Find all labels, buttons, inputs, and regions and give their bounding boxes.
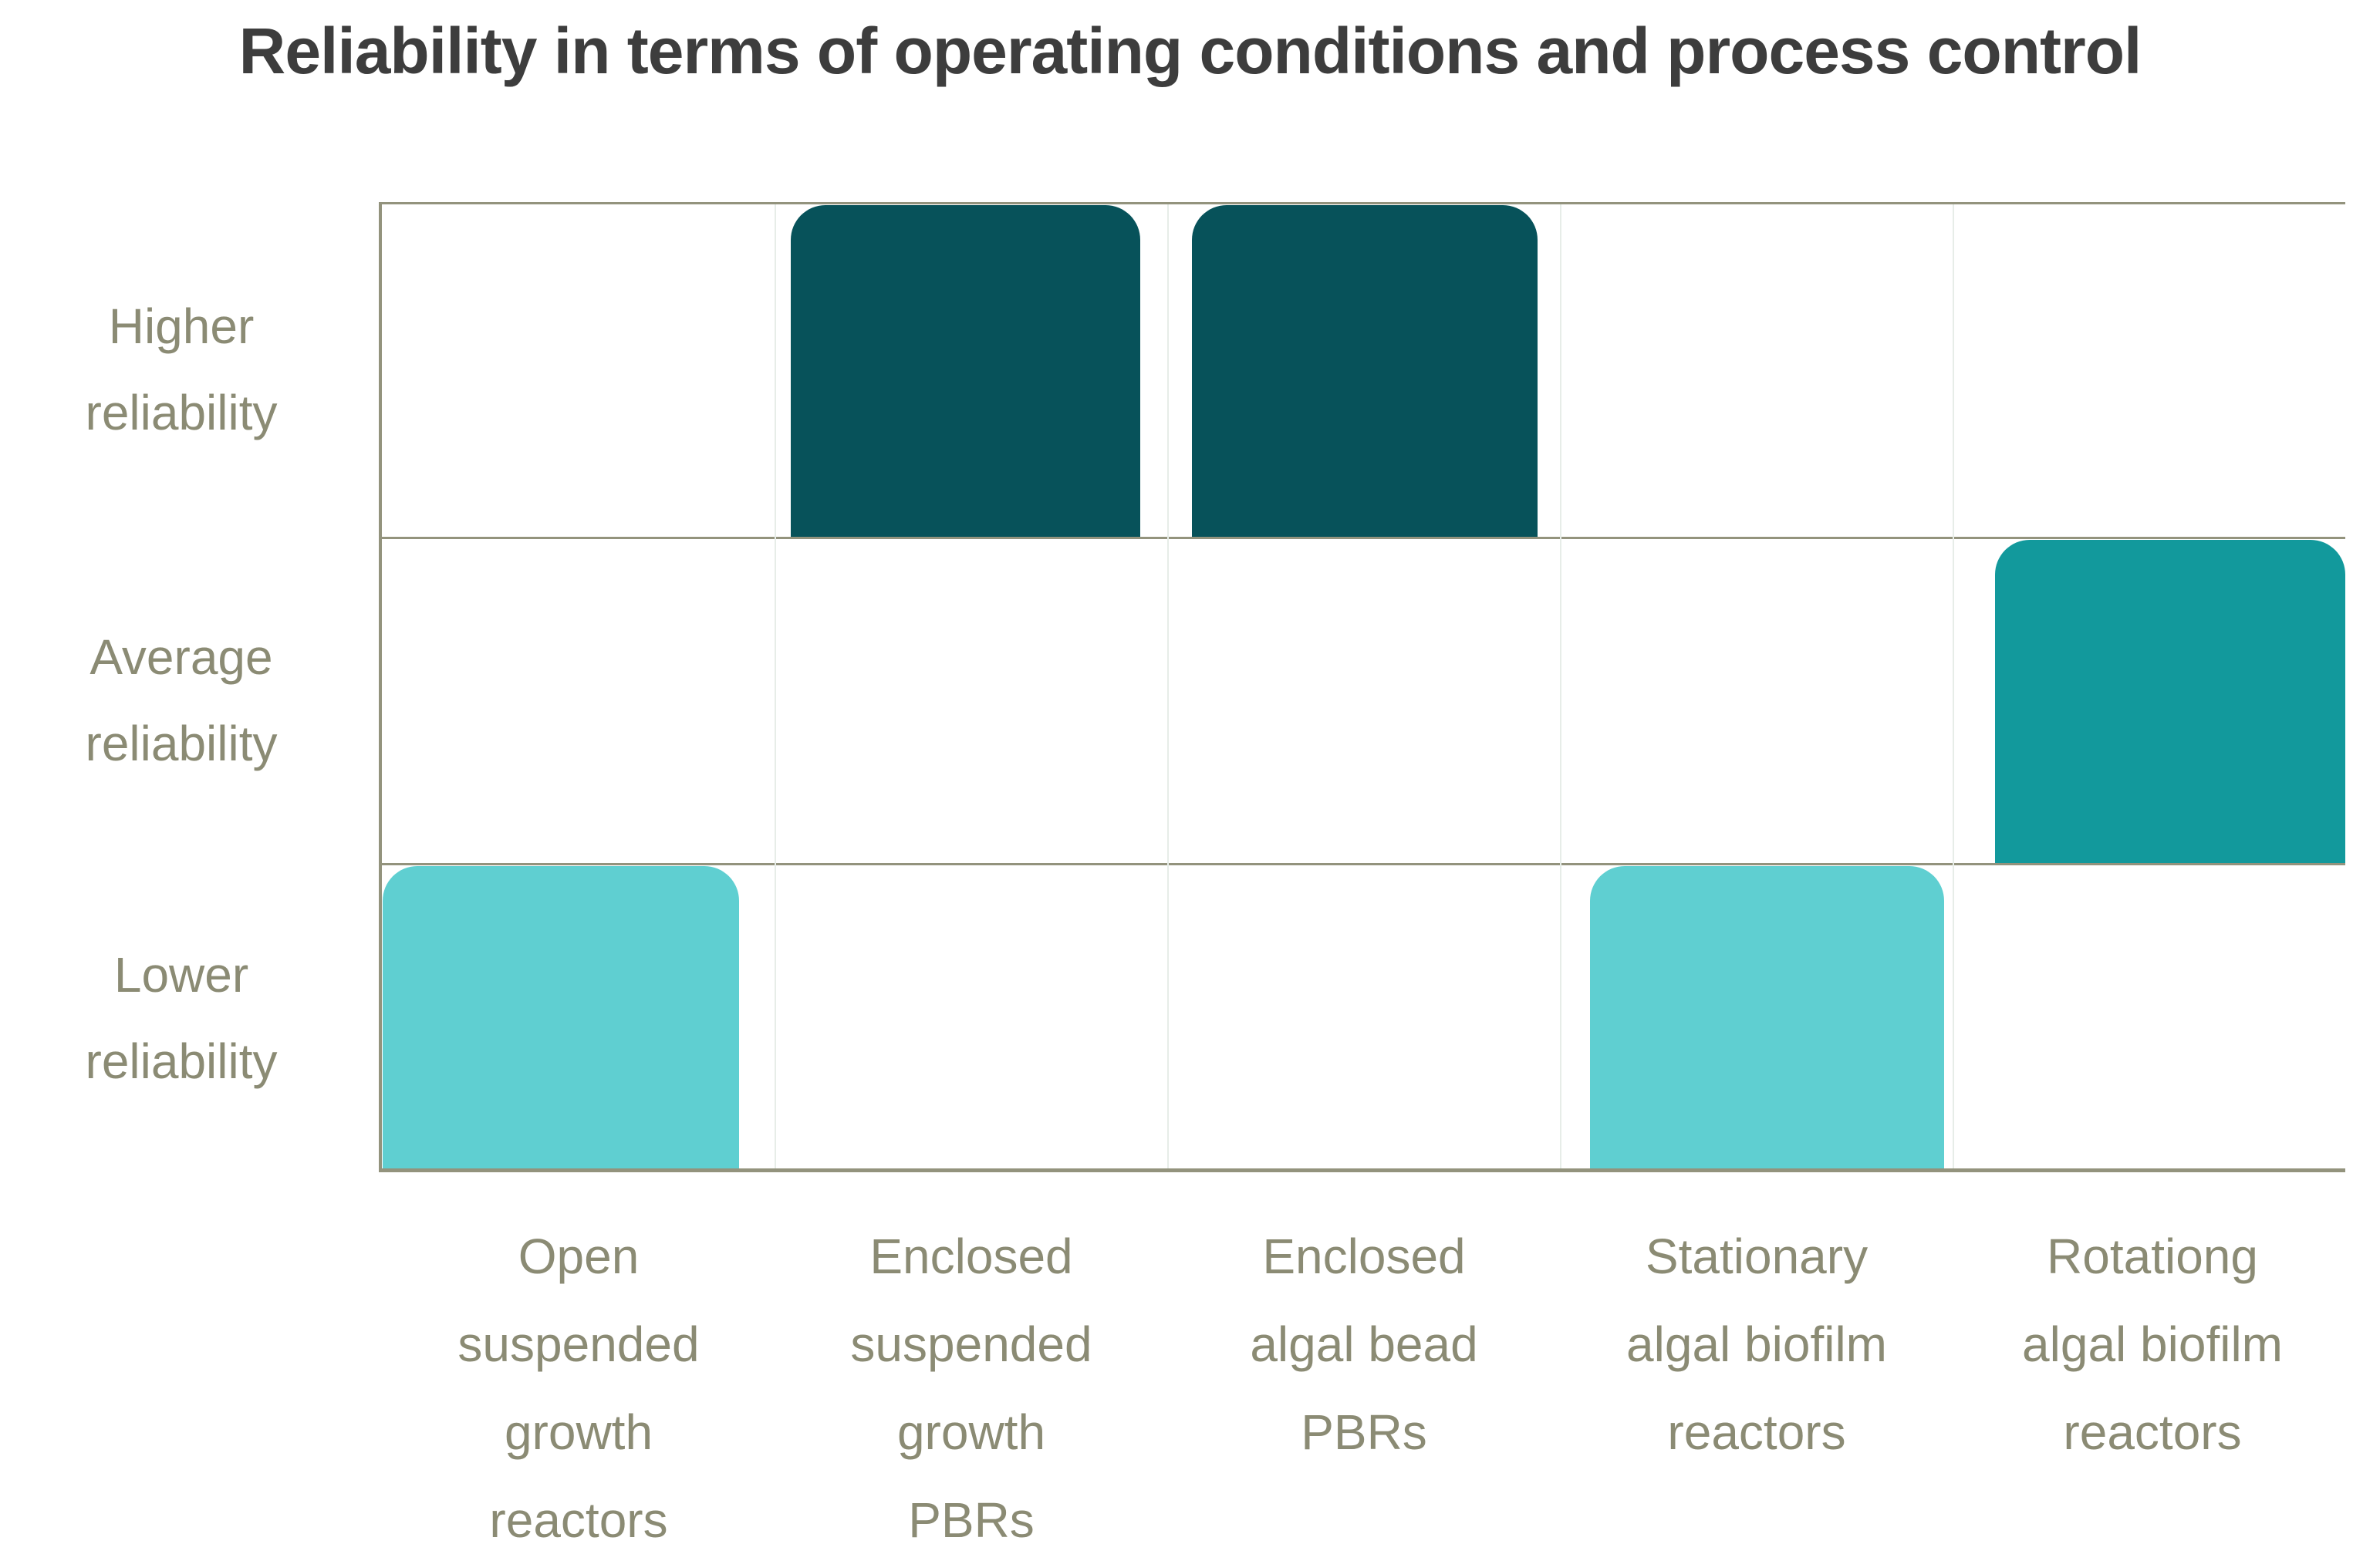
column-separator: [1560, 204, 1561, 1171]
x-tick-open-suspended-growth-reactors: Open suspended growth reactors: [457, 1229, 700, 1544]
x-tick-enclosed-suspended-growth-pbrs: Enclosed suspended growth PBRs: [850, 1229, 1092, 1544]
bar-enclosed-algal-bead-pbrs: [1192, 205, 1538, 537]
column-separator: [1953, 204, 1954, 1171]
column-separator: [775, 204, 776, 1171]
chart-title: Reliability in terms of operating condit…: [238, 15, 2142, 87]
x-tick-rotationg-algal-biofilm-reactors: Rotationg algal biofilm reactors: [2022, 1229, 2283, 1460]
y-tick-lower-reliability: Lower reliability: [85, 947, 278, 1089]
bar-open-suspended-growth-reactors: [383, 866, 739, 1168]
y-axis-line: [379, 202, 382, 1172]
x-tick-stationary-algal-biofilm-reactors: Stationary algal biofilm reactors: [1626, 1229, 1887, 1460]
x-axis-line: [379, 1168, 2345, 1172]
column-separator: [1167, 204, 1169, 1171]
gridline-average-lower-boundary: [382, 863, 2345, 865]
y-tick-higher-reliability: Higher reliability: [85, 298, 278, 440]
bar-stationary-algal-biofilm-reactors: [1590, 866, 1944, 1168]
bar-enclosed-suspended-growth-pbrs: [791, 205, 1140, 537]
bar-rotationg-algal-biofilm-reactors: [1995, 540, 2345, 863]
plot-area: [379, 202, 2345, 1172]
x-tick-enclosed-algal-bead-pbrs: Enclosed algal bead PBRs: [1250, 1229, 1478, 1460]
gridline-higher-average-boundary: [382, 537, 2345, 539]
gridline-top: [382, 202, 2345, 204]
y-tick-average-reliability: Average reliability: [85, 629, 278, 771]
